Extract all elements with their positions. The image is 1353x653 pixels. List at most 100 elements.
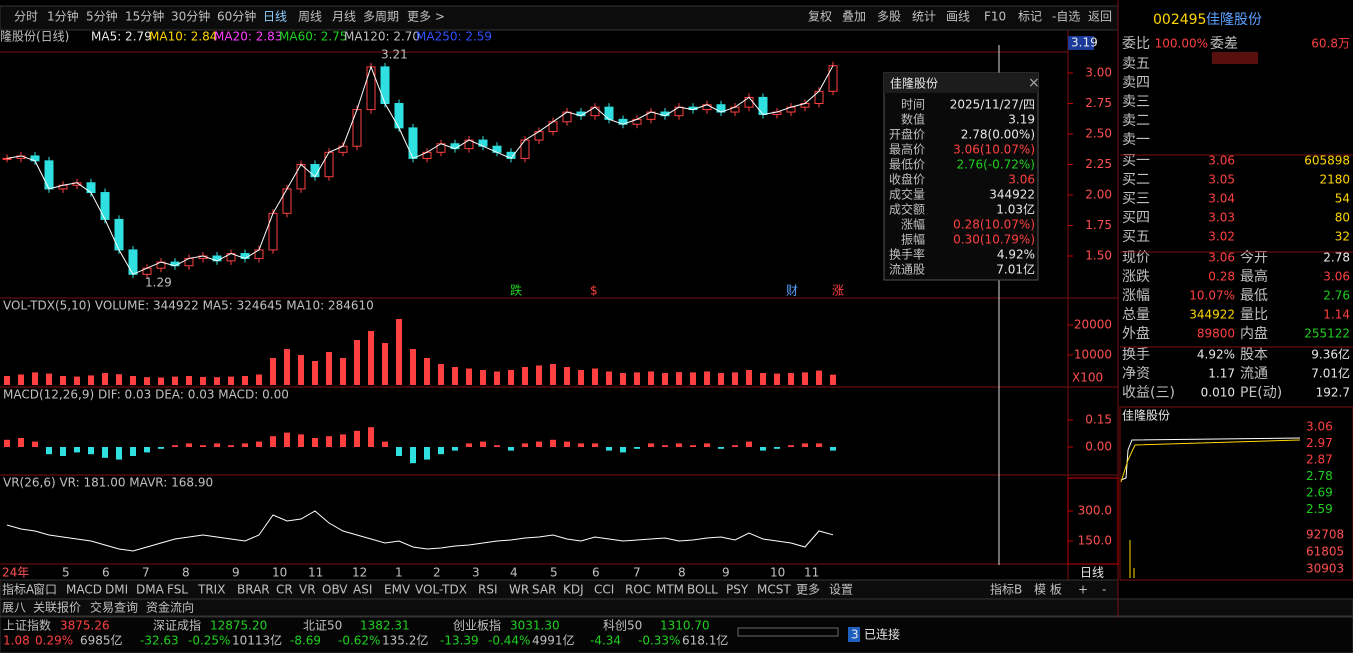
indicator-tab[interactable]: DMA [136, 583, 165, 597]
macd-bar [550, 439, 556, 447]
progress-indicator [737, 627, 839, 637]
macd-bar [788, 373, 794, 385]
macd-bar [368, 427, 374, 447]
candle [380, 66, 390, 104]
indicator-tab[interactable]: BRAR [237, 583, 270, 597]
indicator-tab[interactable]: VOL-TDX [415, 583, 467, 597]
ma-label: MA250: 2.59 [416, 30, 492, 44]
bid-volume: 32 [1335, 230, 1350, 244]
time-label: 7 [633, 566, 641, 580]
macd-bar [620, 373, 626, 385]
period-tab[interactable]: 5分钟 [86, 9, 118, 24]
stat-label: 量比 [1240, 307, 1268, 323]
indicator-tab[interactable]: TRIX [197, 583, 225, 597]
indicator-tab[interactable]: 设置 [829, 583, 853, 597]
tool-button[interactable]: 返回 [1088, 10, 1112, 24]
bottom-tab[interactable]: 关联报价 [33, 600, 81, 615]
bid-price: 3.02 [1208, 230, 1235, 244]
expand-button[interactable] [1212, 52, 1258, 64]
indicator-tab[interactable]: + [1078, 583, 1088, 597]
indicator-tab[interactable]: EMV [384, 583, 411, 597]
stat-value: 1.17 [1208, 367, 1235, 381]
macd-bar [746, 441, 752, 447]
macd-bar [564, 441, 570, 447]
bottom-tab[interactable]: 展八 [2, 601, 26, 615]
period-tab[interactable]: 月线 [332, 10, 356, 24]
candle [828, 65, 838, 92]
indicator-tab[interactable]: 指标A [2, 582, 35, 597]
macd-bar [522, 443, 528, 447]
index-change: -8.69 [290, 634, 321, 648]
popup-value: 4.92% [997, 248, 1035, 262]
macd-bar [592, 443, 598, 447]
macd-bar [788, 445, 794, 447]
indicator-tab[interactable]: 模 板 [1034, 583, 1062, 597]
period-tab[interactable]: 日线 [263, 10, 287, 24]
indicator-tab[interactable]: DMI [105, 583, 128, 597]
close-icon[interactable]: × [1028, 75, 1040, 91]
macd-bar [284, 349, 290, 385]
macd-bar [312, 361, 318, 385]
period-tab[interactable]: 多周期 [363, 10, 399, 24]
tool-button[interactable]: -自选 [1052, 10, 1080, 24]
indicator-tab[interactable]: CCI [594, 583, 614, 597]
stat-label: 股本 [1240, 347, 1268, 363]
period-tab[interactable]: 30分钟 [171, 9, 210, 24]
index-change: 1.08 [3, 634, 30, 648]
indicator-tab[interactable]: WR [509, 583, 529, 597]
period-tab[interactable]: 分时 [14, 10, 38, 24]
macd-bar [200, 445, 206, 447]
indicator-tab[interactable]: MACD [66, 583, 102, 597]
tool-button[interactable]: 标记 [1018, 10, 1042, 24]
price-tick-label: 3.00 [1085, 66, 1112, 80]
period-tab[interactable]: 15分钟 [125, 9, 164, 24]
period-tab[interactable]: 1分钟 [47, 9, 79, 24]
macd-bar [354, 430, 360, 447]
popup-value: 3.19 [1008, 113, 1035, 127]
macd-bar [158, 447, 164, 449]
macd-bar [508, 370, 514, 385]
macd-bar [298, 355, 304, 385]
stat-label: PE(动) [1240, 385, 1282, 401]
indicator-tab[interactable]: - [1102, 583, 1106, 597]
indicator-tab[interactable]: OBV [322, 583, 348, 597]
tool-button[interactable]: 多股 [877, 10, 901, 24]
indicator-tab[interactable]: FSL [167, 583, 188, 597]
indicator-tab[interactable]: MCST [757, 583, 791, 597]
macd-bar [326, 436, 332, 447]
indicator-tab[interactable]: 窗口 [33, 583, 57, 597]
indicator-tab[interactable]: BOLL [687, 583, 718, 597]
bid-label: 买五 [1122, 229, 1150, 245]
index-amount: 4991亿 [532, 633, 575, 648]
ma-label: MA60: 2.75 [279, 30, 347, 44]
tool-button[interactable]: 叠加 [842, 10, 866, 24]
popup-value: 2.76(-0.72%) [956, 158, 1035, 172]
indicator-tab[interactable]: ASI [353, 583, 372, 597]
bottom-tab[interactable]: 资金流向 [146, 600, 194, 615]
tool-button[interactable]: 统计 [912, 10, 936, 24]
indicator-tab[interactable]: MTM [656, 583, 684, 597]
indicator-tab[interactable]: RSI [478, 583, 498, 597]
indicator-tab[interactable]: CR [276, 583, 293, 597]
indicator-tab[interactable]: KDJ [563, 583, 584, 597]
indicator-tab[interactable]: PSY [726, 583, 749, 597]
tool-button[interactable]: 复权 [808, 10, 832, 24]
macd-bar [214, 377, 220, 385]
bottom-tab[interactable]: 交易查询 [90, 600, 138, 615]
period-tab[interactable]: 60分钟 [217, 9, 256, 24]
ma-label: MA20: 2.83 [214, 30, 282, 44]
bid-price: 3.04 [1208, 192, 1235, 206]
indicator-tab[interactable]: ROC [625, 583, 651, 597]
macd-bar [802, 372, 808, 385]
indicator-tab[interactable]: SAR [532, 583, 556, 597]
indicator-tab[interactable]: 更多 [796, 583, 820, 597]
tool-button[interactable]: F10 [984, 10, 1006, 24]
period-tab[interactable]: 周线 [298, 10, 322, 24]
candle [324, 151, 334, 178]
ma-label: MA5: 2.79 [91, 30, 152, 44]
tool-button[interactable]: 画线 [946, 10, 970, 24]
macd-bar [438, 364, 444, 385]
indicator-tab[interactable]: VR [299, 583, 316, 597]
period-tab[interactable]: 更多 > [407, 10, 445, 24]
indicator-tab[interactable]: 指标B [990, 582, 1022, 597]
